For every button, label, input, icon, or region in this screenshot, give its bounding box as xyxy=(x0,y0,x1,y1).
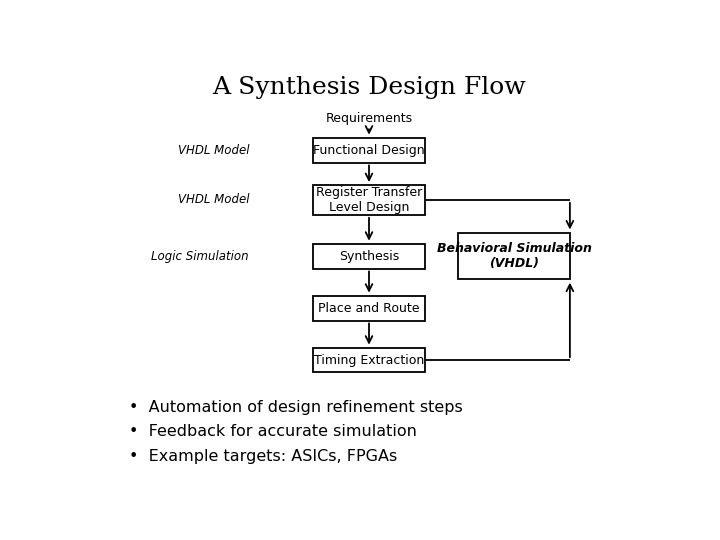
Text: Timing Extraction: Timing Extraction xyxy=(314,354,424,367)
Text: A Synthesis Design Flow: A Synthesis Design Flow xyxy=(212,76,526,99)
Text: Behavioral Simulation
(VHDL): Behavioral Simulation (VHDL) xyxy=(436,242,592,270)
Bar xyxy=(313,348,425,373)
Text: Logic Simulation: Logic Simulation xyxy=(151,249,249,262)
Bar xyxy=(313,185,425,215)
Text: VHDL Model: VHDL Model xyxy=(178,144,249,157)
Bar xyxy=(313,138,425,163)
Text: Requirements: Requirements xyxy=(325,112,413,125)
Text: Place and Route: Place and Route xyxy=(318,301,420,314)
Text: •  Feedback for accurate simulation: • Feedback for accurate simulation xyxy=(129,424,417,440)
Bar xyxy=(313,244,425,268)
Text: VHDL Model: VHDL Model xyxy=(178,193,249,206)
Text: •  Example targets: ASICs, FPGAs: • Example targets: ASICs, FPGAs xyxy=(129,449,397,463)
Text: Functional Design: Functional Design xyxy=(313,144,425,157)
Text: Synthesis: Synthesis xyxy=(339,249,399,262)
Bar xyxy=(313,295,425,321)
Bar xyxy=(459,233,570,279)
Text: Register Transfer
Level Design: Register Transfer Level Design xyxy=(316,186,422,214)
Text: •  Automation of design refinement steps: • Automation of design refinement steps xyxy=(129,400,463,415)
